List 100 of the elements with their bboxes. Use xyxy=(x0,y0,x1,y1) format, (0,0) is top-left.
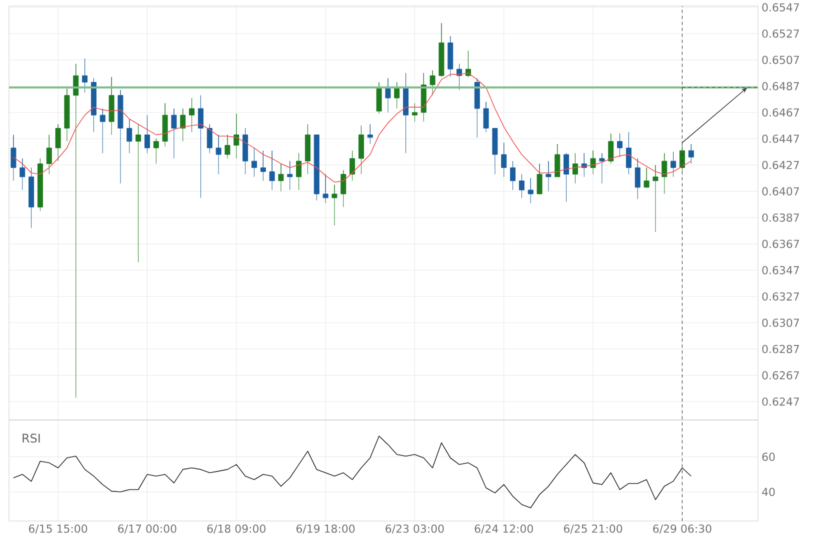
candlestick xyxy=(108,76,114,136)
candlestick xyxy=(340,170,346,208)
line-series xyxy=(13,436,692,508)
candlestick xyxy=(64,88,70,142)
candlestick xyxy=(296,152,302,190)
candlestick xyxy=(10,134,16,182)
y-tick-label: 0.6387 xyxy=(762,213,799,222)
candlestick xyxy=(448,36,454,78)
text: RSI xyxy=(22,434,40,443)
x-tick-label: 6/24 12:00 xyxy=(474,524,533,534)
candlestick xyxy=(626,132,632,174)
candlestick xyxy=(590,150,596,174)
candlestick xyxy=(652,164,658,232)
candlestick xyxy=(144,114,150,154)
candlestick xyxy=(162,103,168,147)
candlestick xyxy=(206,124,212,154)
candlestick xyxy=(518,174,524,198)
y-tick-label: 60 xyxy=(762,452,775,461)
candlestick xyxy=(314,134,320,201)
candlestick xyxy=(456,64,462,90)
y-tick-label: 0.6467 xyxy=(762,108,799,117)
x-tick-label: 6/25 21:00 xyxy=(564,524,622,534)
candlestick xyxy=(304,124,310,174)
candlestick xyxy=(501,142,507,178)
candlestick xyxy=(180,108,186,142)
candlestick xyxy=(332,184,338,226)
y-tick-label: 0.6367 xyxy=(762,240,799,248)
candlestick xyxy=(367,124,373,144)
candlestick xyxy=(251,148,257,178)
candlestick xyxy=(189,98,195,132)
candlestick xyxy=(287,160,293,190)
candlestick xyxy=(564,152,570,202)
candlestick xyxy=(599,152,605,184)
candlestick xyxy=(136,124,142,263)
candlestick xyxy=(171,108,177,159)
candlestick xyxy=(510,160,516,190)
x-tick-label: 6/29 06:30 xyxy=(653,524,712,534)
candlestick xyxy=(430,70,436,96)
candlestick xyxy=(394,82,400,109)
candlestick xyxy=(492,128,498,174)
y-tick-label: 40 xyxy=(762,488,775,496)
candlestick xyxy=(438,22,444,78)
y-tick-label: 0.6547 xyxy=(762,3,799,12)
x-tick-label: 6/17 00:00 xyxy=(118,524,176,534)
candlestick xyxy=(100,108,106,154)
y-tick-label: 0.6347 xyxy=(762,266,799,274)
x-tick-label: 6/19 18:00 xyxy=(296,524,355,534)
candlestick xyxy=(554,144,560,178)
x-tick-label: 6/18 09:00 xyxy=(207,524,266,534)
candlestick xyxy=(46,134,52,174)
y-tick-label: 0.6407 xyxy=(762,187,799,196)
candlestick xyxy=(82,58,88,93)
candlestick xyxy=(644,167,650,188)
x-tick-label: 6/15 15:00 xyxy=(28,524,88,534)
candlestick xyxy=(153,138,159,164)
candlestick xyxy=(269,150,275,190)
candlestick xyxy=(617,133,623,158)
y-tick-label: 0.6487 xyxy=(762,82,799,90)
candlestick xyxy=(118,90,124,184)
y-tick-label: 0.6267 xyxy=(762,371,799,380)
candlestick xyxy=(412,103,418,122)
candlestick xyxy=(662,152,668,194)
candlestick xyxy=(608,133,614,164)
candlestick xyxy=(260,150,266,182)
candlestick xyxy=(528,178,534,204)
y-tick-label: 0.6307 xyxy=(762,318,799,327)
candlestick xyxy=(546,160,552,192)
candlestick xyxy=(670,152,676,178)
candlestick xyxy=(20,158,26,190)
y-tick-label: 0.6447 xyxy=(762,134,799,143)
candlestick xyxy=(474,78,480,138)
candlestick xyxy=(483,102,489,132)
y-tick-label: 0.6427 xyxy=(762,160,799,170)
candlestick xyxy=(403,72,409,154)
candlestick xyxy=(37,158,43,212)
candlestick xyxy=(28,167,34,228)
y-tick-label: 0.6527 xyxy=(762,29,799,38)
y-tick-label: 0.6287 xyxy=(762,344,799,354)
candlestick xyxy=(278,163,284,192)
y-tick-label: 0.6247 xyxy=(762,397,799,406)
candlestick xyxy=(385,78,391,113)
candlestick xyxy=(126,118,132,154)
candlestick xyxy=(572,152,578,184)
candlestick xyxy=(350,150,356,182)
candlestick xyxy=(55,124,61,162)
candlestick xyxy=(358,125,364,174)
candlestick xyxy=(536,163,542,194)
x-tick-label: 6/23 03:00 xyxy=(386,524,444,534)
candlestick xyxy=(679,142,685,172)
candlestick xyxy=(242,128,248,174)
candlestick xyxy=(634,158,640,200)
candlestick xyxy=(73,64,79,398)
y-tick-label: 0.6507 xyxy=(762,56,799,64)
candlestick xyxy=(376,82,382,114)
candlestick xyxy=(234,114,240,159)
y-tick-label: 0.6327 xyxy=(762,292,799,301)
candlestick xyxy=(216,134,222,174)
candlestick xyxy=(322,174,328,204)
candlestick xyxy=(688,144,694,164)
candlestick xyxy=(224,134,230,159)
